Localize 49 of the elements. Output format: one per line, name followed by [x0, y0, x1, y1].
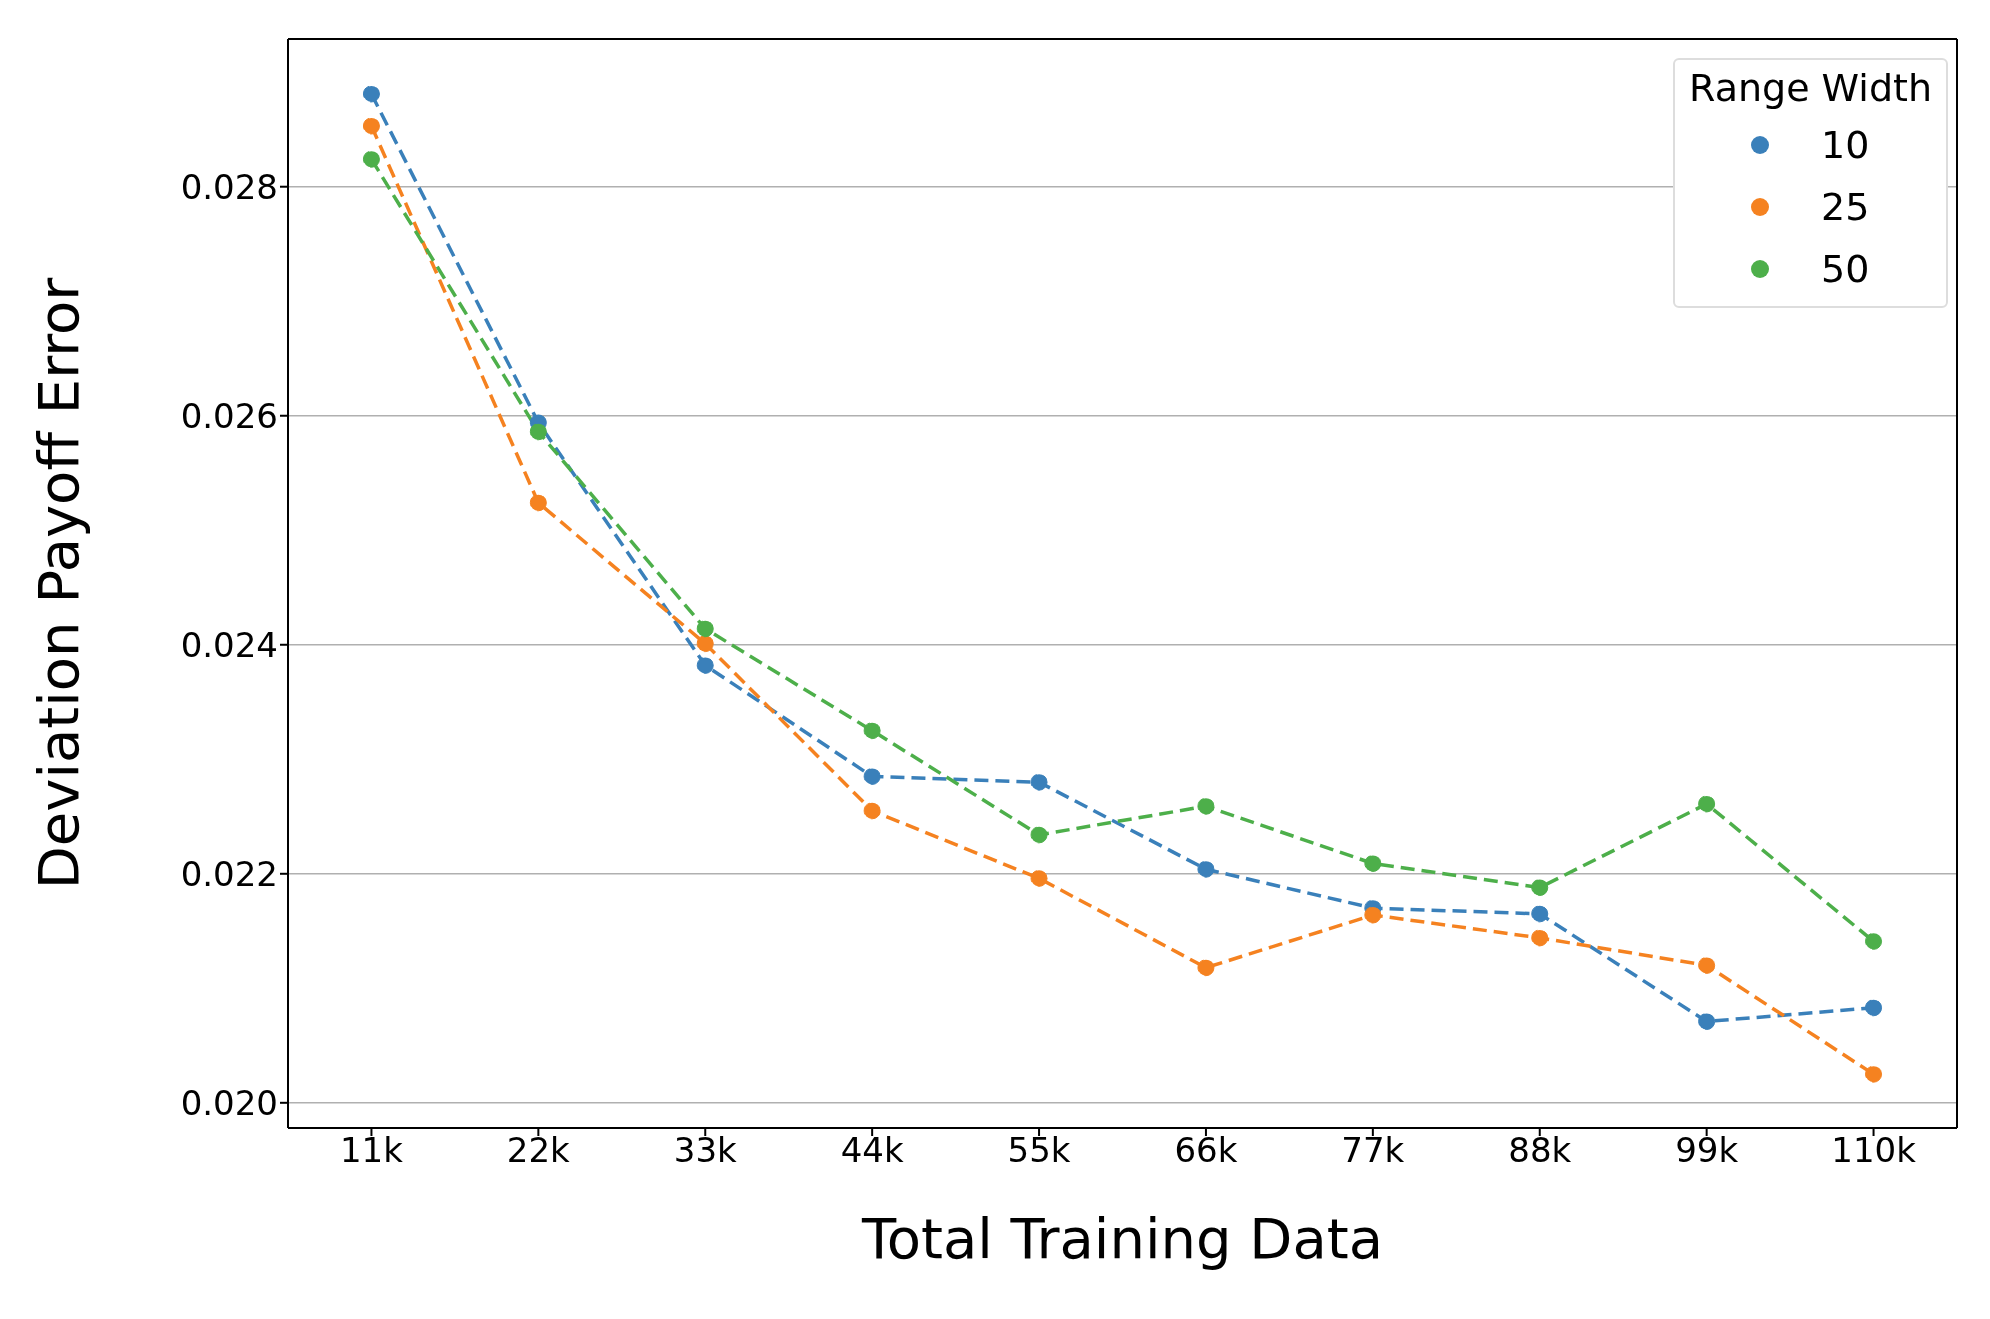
y-tick-label: 0.028: [180, 166, 278, 207]
x-tick-label: 44k: [840, 1130, 904, 1171]
point: [1531, 929, 1549, 947]
x-tick-label: 22k: [506, 1130, 571, 1171]
point: [696, 620, 714, 638]
point: [1865, 1065, 1883, 1083]
y-axis-title: Deviation Payoff Error: [25, 276, 91, 890]
point: [1865, 932, 1883, 950]
point: [1698, 795, 1716, 813]
legend-title: Range Width: [1689, 66, 1932, 110]
point: [1030, 826, 1048, 844]
point: [1197, 959, 1215, 977]
point: [696, 635, 714, 653]
point: [1197, 860, 1215, 878]
legend-label: 25: [1821, 185, 1870, 229]
x-tick-label: 77k: [1341, 1130, 1405, 1171]
point: [1030, 773, 1048, 791]
y-tick-label: 0.022: [180, 853, 278, 894]
x-axis-title: Total Training Data: [860, 1206, 1384, 1271]
x-tick-label: 11k: [339, 1130, 404, 1171]
legend-label: 10: [1821, 123, 1870, 167]
point: [863, 767, 881, 785]
point: [1364, 906, 1382, 924]
x-tick-label: 33k: [673, 1130, 738, 1171]
point: [362, 117, 380, 135]
point: [1531, 905, 1549, 923]
point: [529, 423, 547, 441]
x-tick-label: 66k: [1174, 1130, 1238, 1171]
x-tick-label: 88k: [1508, 1130, 1572, 1171]
point: [529, 494, 547, 512]
point: [362, 85, 380, 103]
x-tick-label: 99k: [1675, 1130, 1739, 1171]
point: [1865, 999, 1883, 1017]
point: [1531, 879, 1549, 897]
point: [863, 722, 881, 740]
point: [863, 802, 881, 820]
x-tick-label: 55k: [1007, 1130, 1071, 1171]
point: [1698, 956, 1716, 974]
point: [362, 150, 380, 168]
y-tick-label: 0.024: [180, 624, 278, 665]
x-tick-label: 110k: [1831, 1130, 1917, 1171]
point: [1698, 1013, 1716, 1030]
point: [1364, 854, 1382, 872]
point: [1030, 869, 1048, 887]
legend-label: 50: [1821, 247, 1870, 291]
point: [696, 656, 714, 674]
point: [1197, 797, 1215, 815]
y-tick-label: 0.020: [180, 1082, 278, 1123]
y-tick-label: 0.026: [180, 395, 278, 436]
